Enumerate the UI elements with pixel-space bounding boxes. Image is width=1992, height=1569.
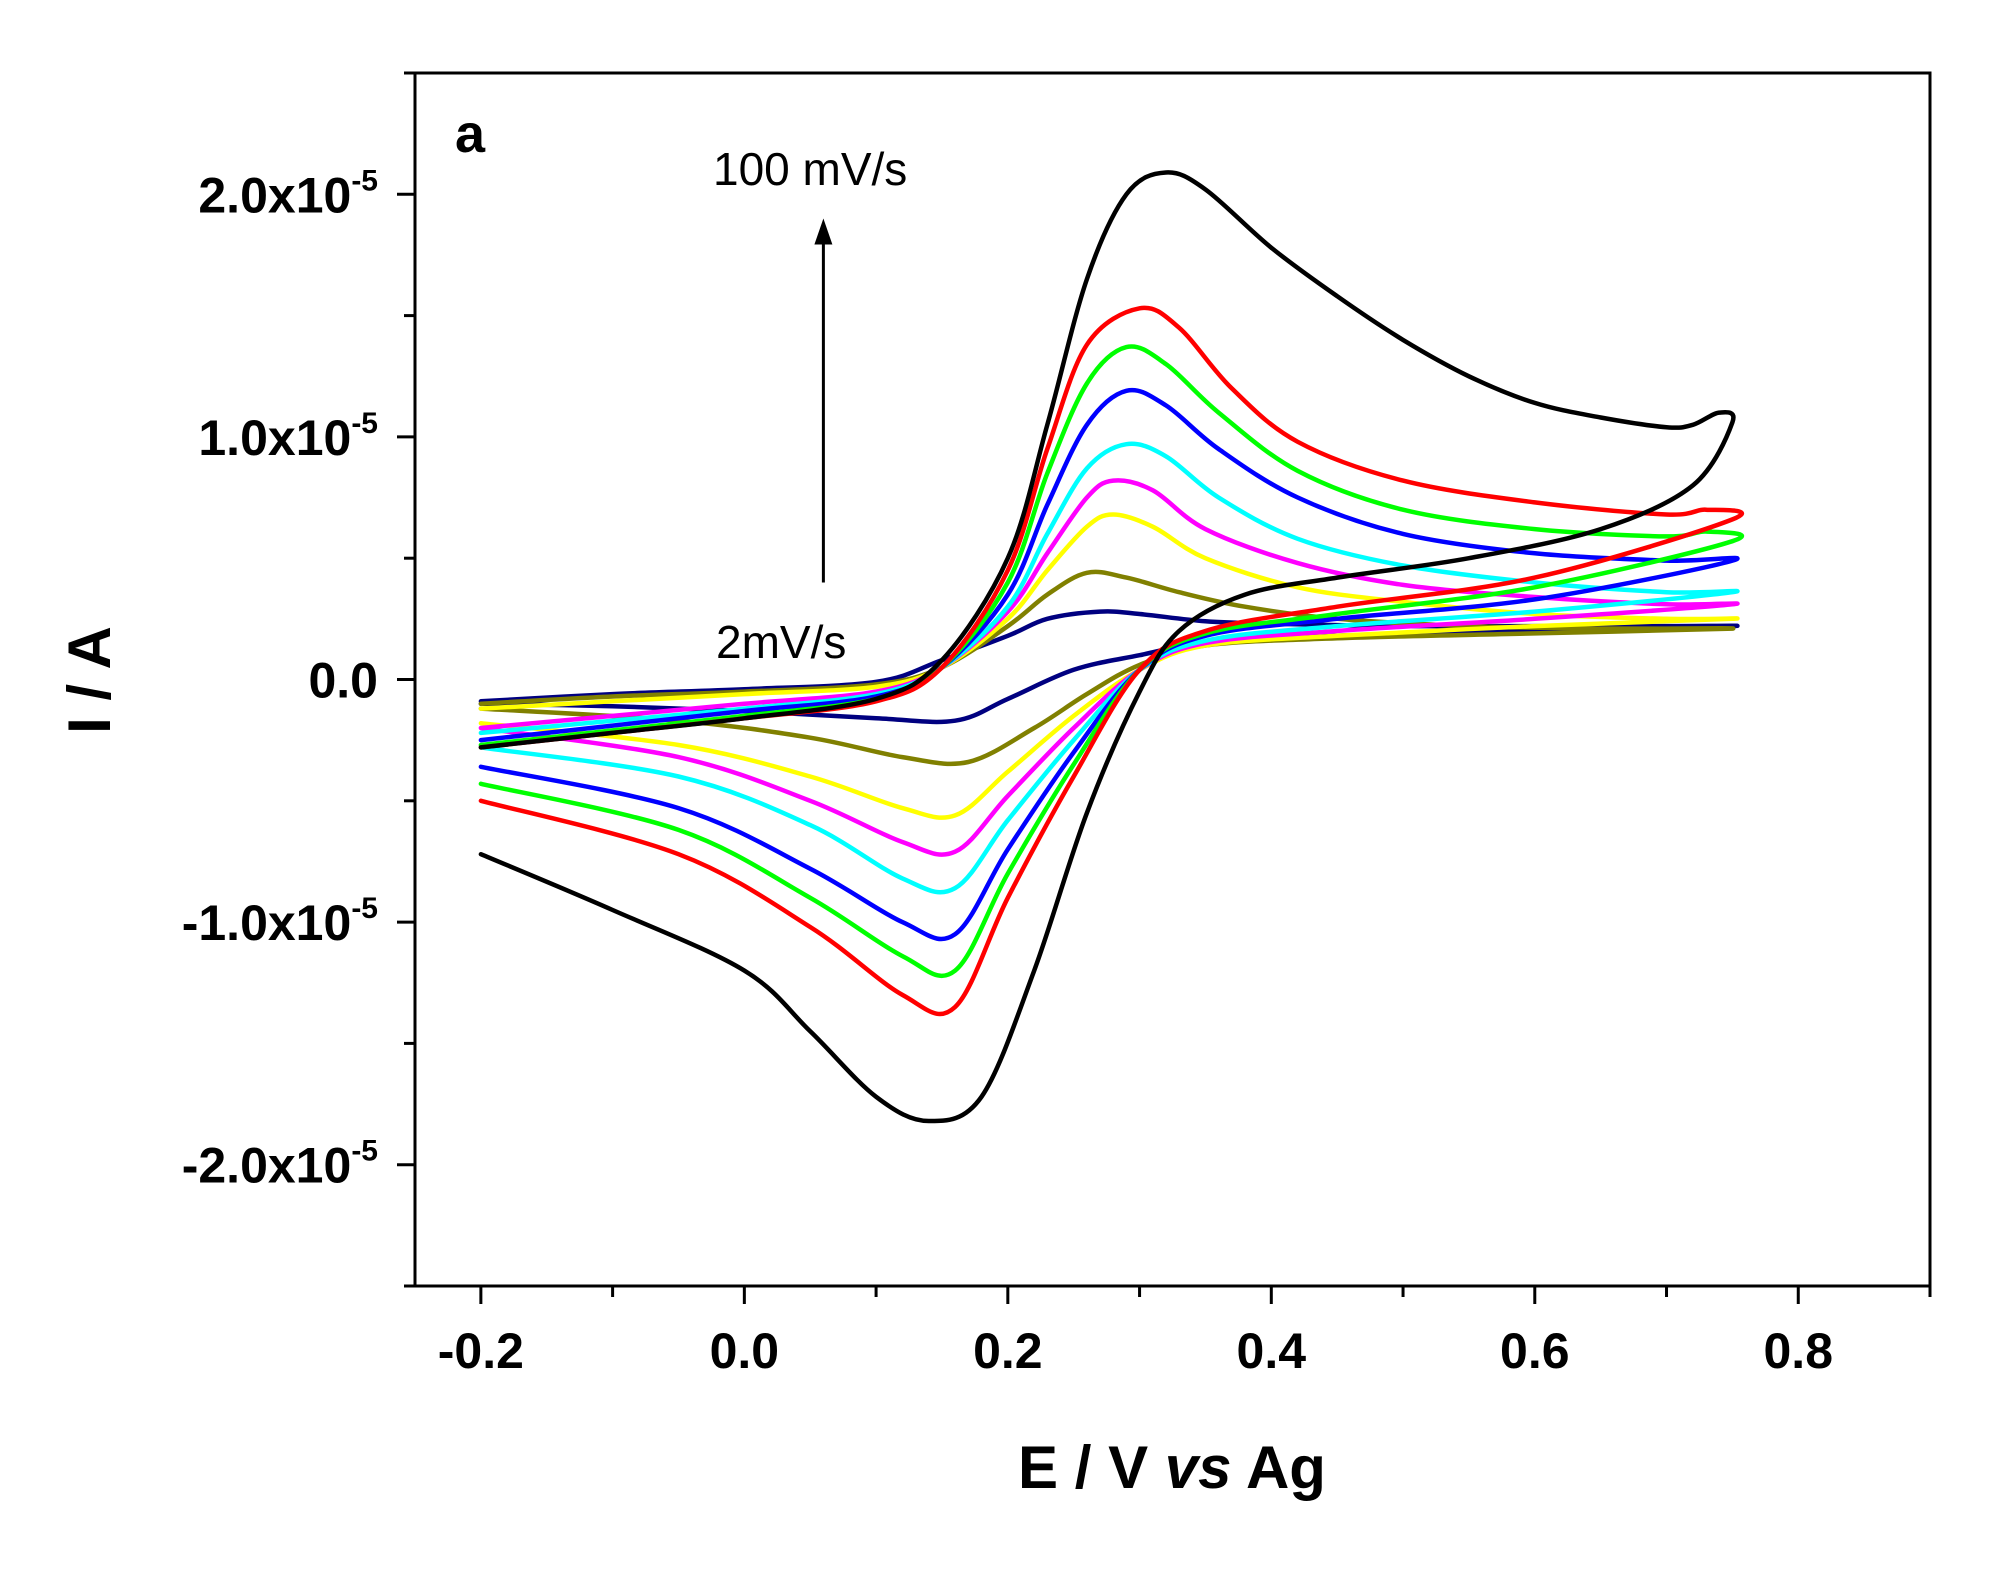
data-series: [478, 170, 1744, 1124]
y-tick-label: 0.0: [308, 653, 378, 709]
x-axis-title: E / V vs Ag: [1018, 1434, 1326, 1501]
x-tick-label: 0.8: [1764, 1323, 1834, 1379]
tick-labels: -0.2 0.0 0.2 0.4 0.6 0.8 -2.0x10-5 -1.0x10-5 0.0…: [182, 164, 1833, 1379]
y-tick-label: 1.0x10-5: [198, 407, 378, 466]
x-tick-label: 0.4: [1237, 1323, 1307, 1379]
annotation-bottom: 2mV/s: [716, 616, 846, 668]
cv-curve: [478, 344, 1744, 978]
scan-rate-arrow-head: [814, 218, 833, 245]
cv-curve: [478, 305, 1744, 1017]
annotation-top: 100 mV/s: [713, 143, 907, 195]
cv-curve: [478, 387, 1740, 942]
x-tick-label: 0.0: [710, 1323, 780, 1379]
x-tick-label: -0.2: [438, 1323, 524, 1379]
cv-curve: [478, 170, 1736, 1124]
y-tick-label: -1.0x10-5: [182, 892, 378, 951]
cv-curve: [478, 478, 1740, 857]
x-tick-label: 0.2: [973, 1323, 1043, 1379]
panel-label: a: [455, 104, 486, 164]
y-axis-title: I / A: [56, 626, 123, 734]
axis-ticks: [397, 71, 1932, 1304]
x-tick-label: 0.6: [1500, 1323, 1570, 1379]
y-tick-label: -2.0x10-5: [182, 1135, 378, 1194]
plot-frame: [413, 71, 1932, 1288]
cv-curve: [478, 569, 1736, 767]
y-tick-label: 2.0x10-5: [198, 164, 378, 223]
